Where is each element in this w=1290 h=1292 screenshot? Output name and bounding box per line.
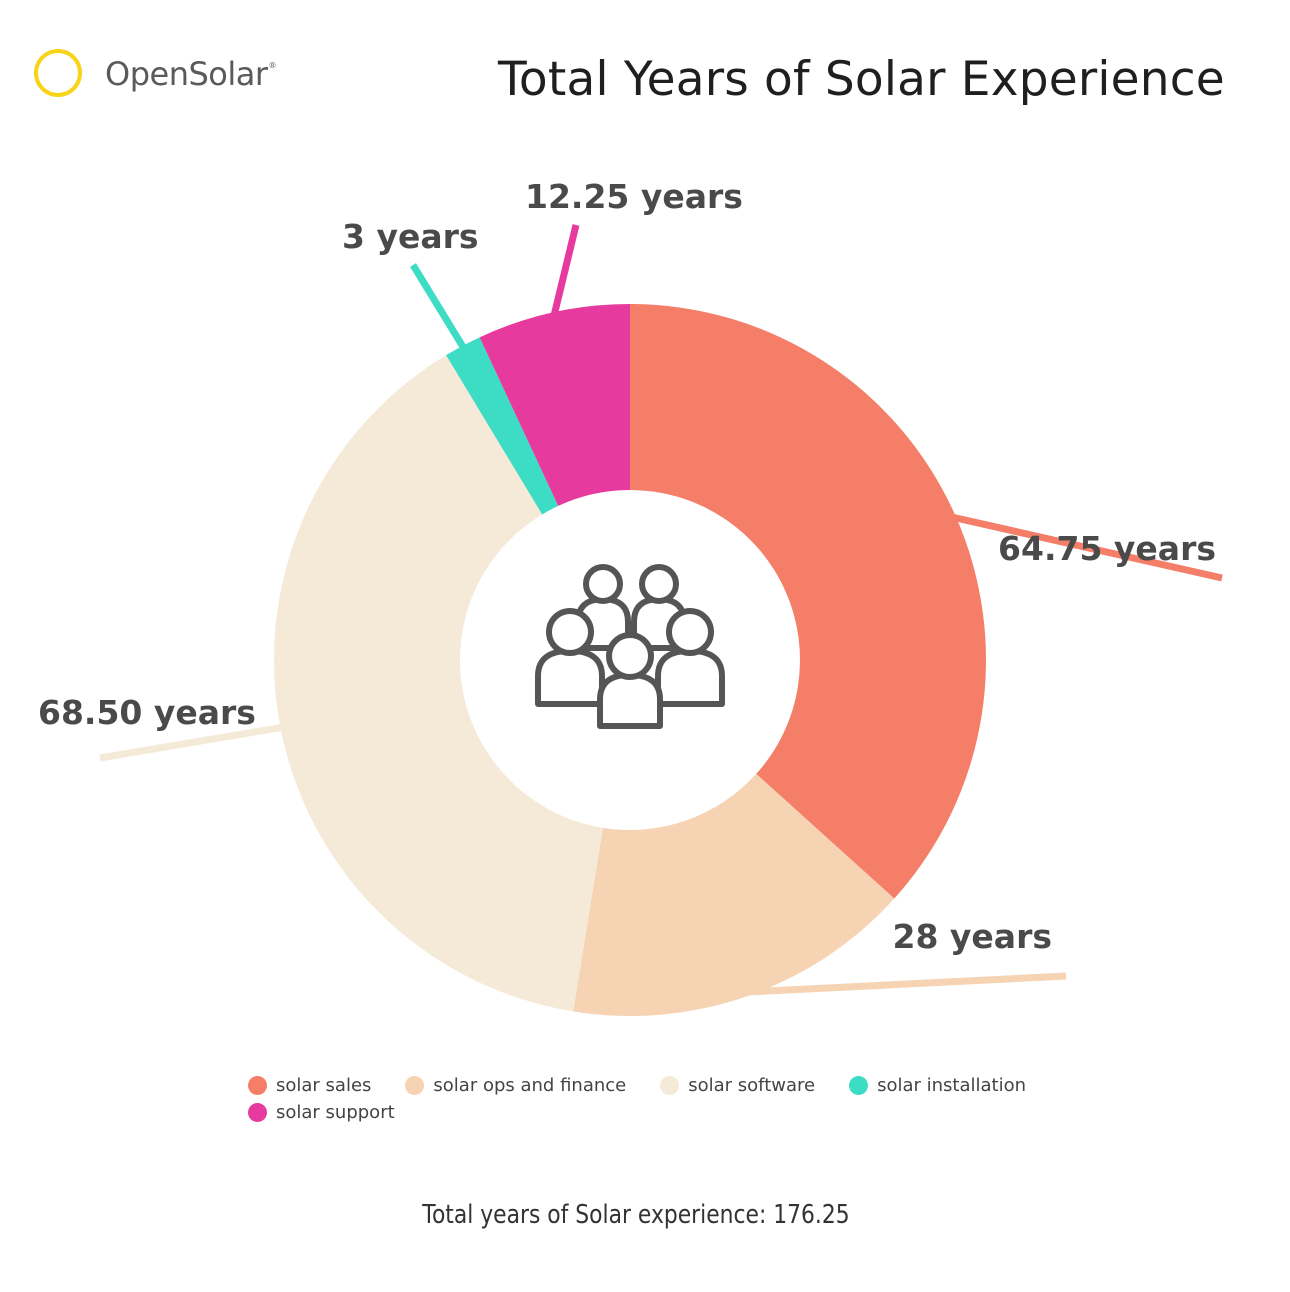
donut-chart: 64.75 years 28 years 68.50 years 3 years 12.…: [38, 177, 1223, 1017]
slice-solar-installation: [446, 337, 559, 515]
total-years-text: Total years of Solar experience: 176.25: [422, 1200, 850, 1230]
opensolar-logo: OpenSolar®: [34, 49, 294, 109]
slice-solar-software: [273, 355, 603, 1012]
legend-dot-icon: [405, 1076, 425, 1095]
chart-legend: solar sales solar ops and finance solar so…: [248, 1072, 1068, 1126]
slice-solar-ops-and-finance: [573, 773, 895, 1017]
logo-text: OpenSolar®: [105, 55, 277, 93]
logo-ring-icon: [34, 49, 82, 97]
legend-dot-icon: [849, 1076, 869, 1095]
data-label-solar-installation: 3 years: [342, 217, 479, 256]
legend-label: solar ops and finance: [433, 1075, 627, 1096]
legend-dot-icon: [248, 1076, 267, 1095]
leader-line-solar-ops-and-finance: [746, 972, 1067, 996]
legend-item-solar-installation: solar installation: [849, 1075, 1026, 1096]
leader-line-solar-support: [550, 224, 580, 318]
group-people-icon: [535, 564, 725, 729]
legend-label: solar software: [688, 1075, 816, 1096]
slice-solar-support: [479, 304, 630, 506]
leader-line-solar-sales: [950, 513, 1223, 582]
data-label-solar-sales: 64.75 years: [998, 529, 1216, 568]
legend-item-solar-sales: solar sales: [248, 1075, 371, 1096]
data-label-solar-ops-and-finance: 28 years: [893, 917, 1053, 956]
data-label-solar-software: 68.50 years: [38, 693, 256, 732]
legend-item-solar-software: solar software: [660, 1075, 815, 1096]
legend-label: solar support: [276, 1102, 395, 1123]
legend-label: solar sales: [276, 1075, 372, 1096]
leader-line-solar-installation: [410, 263, 468, 352]
leader-line-solar-software: [99, 723, 286, 762]
chart-title: Total Years of Solar Experience: [498, 52, 1225, 107]
legend-dot-icon: [248, 1103, 267, 1122]
legend-dot-icon: [660, 1076, 680, 1095]
data-label-solar-support: 12.25 years: [525, 177, 743, 216]
legend-item-solar-ops-and-finance: solar ops and finance: [405, 1075, 626, 1096]
legend-row: solar support: [248, 1099, 1068, 1126]
legend-row: solar sales solar ops and finance solar so…: [248, 1072, 1068, 1099]
slice-solar-sales: [630, 304, 987, 899]
legend-item-solar-support: solar support: [248, 1102, 395, 1123]
legend-label: solar installation: [877, 1075, 1027, 1096]
